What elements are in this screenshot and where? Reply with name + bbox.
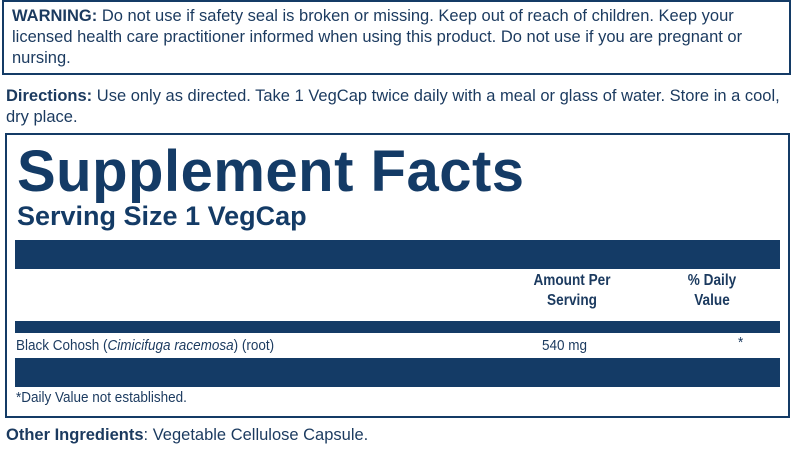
amount-header: Amount Per Serving bbox=[517, 271, 628, 311]
ingredient-amount: 540 mg bbox=[542, 337, 588, 354]
ingredient-name: Black Cohosh (Cimicifuga racemosa) (root… bbox=[16, 337, 275, 354]
other-label: Other Ingredients bbox=[6, 426, 144, 444]
dv-header-line1: % Daily bbox=[687, 272, 737, 289]
divider-bar bbox=[15, 321, 780, 333]
dv-header: % Daily Value bbox=[674, 271, 751, 311]
warning-box: WARNING: Do not use if safety seal is br… bbox=[2, 0, 791, 75]
warning-label: WARNING: bbox=[12, 7, 98, 25]
amount-header-line2: Serving bbox=[547, 292, 597, 309]
directions-label: Directions: bbox=[6, 87, 93, 105]
other-text: : Vegetable Cellulose Capsule. bbox=[143, 426, 369, 444]
divider-bar bbox=[15, 240, 780, 269]
panel-title: Supplement Facts bbox=[17, 139, 525, 204]
dv-header-line2: Value bbox=[694, 292, 730, 309]
directions: Directions: Use only as directed. Take 1… bbox=[6, 86, 791, 128]
divider-bar bbox=[15, 358, 780, 387]
directions-text: Use only as directed. Take 1 VegCap twic… bbox=[6, 87, 780, 126]
amount-header-line1: Amount Per bbox=[533, 272, 611, 289]
footnote: *Daily Value not established. bbox=[16, 389, 187, 406]
other-ingredients: Other Ingredients: Vegetable Cellulose C… bbox=[6, 426, 368, 445]
serving-size: Serving Size 1 VegCap bbox=[17, 201, 307, 231]
ingredient-dv: * bbox=[738, 334, 744, 351]
warning-text: Do not use if safety seal is broken or m… bbox=[12, 7, 743, 67]
supplement-facts-panel: Supplement Facts Serving Size 1 VegCap A… bbox=[5, 133, 790, 418]
